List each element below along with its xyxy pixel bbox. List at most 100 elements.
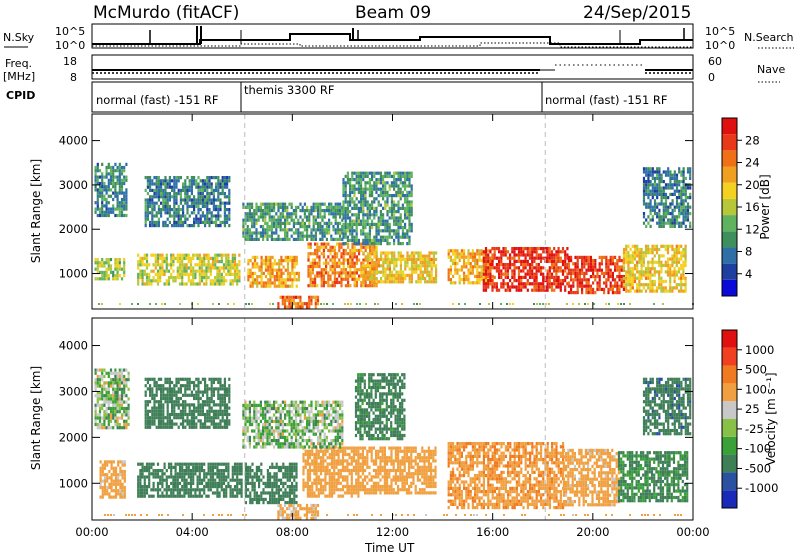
data-cell <box>410 257 413 261</box>
data-cell <box>289 255 292 259</box>
data-cell <box>94 181 97 186</box>
data-cell <box>114 194 117 198</box>
data-cell <box>233 279 237 283</box>
data-cell <box>271 271 274 275</box>
data-cell <box>259 231 262 235</box>
data-cell <box>371 171 374 175</box>
data-cell <box>226 176 229 180</box>
data-cell <box>476 262 479 266</box>
data-cell <box>406 206 409 210</box>
data-cell <box>209 472 212 476</box>
data-cell <box>520 282 523 286</box>
data-cell <box>275 284 279 288</box>
data-cell <box>231 469 234 473</box>
data-cell <box>223 201 226 205</box>
data-cell <box>148 469 151 473</box>
data-cell <box>344 200 347 204</box>
data-cell <box>419 267 422 271</box>
data-cell <box>339 234 342 238</box>
data-cell <box>94 277 97 281</box>
data-cell <box>395 219 398 223</box>
data-cell <box>236 478 239 482</box>
data-cell <box>452 274 455 278</box>
data-cell <box>397 216 400 220</box>
data-cell <box>163 462 166 466</box>
data-cell <box>255 491 258 495</box>
data-cell <box>120 172 124 176</box>
data-cell <box>517 285 521 289</box>
data-cell <box>504 288 507 292</box>
data-cell <box>161 253 164 257</box>
data-cell <box>357 238 360 242</box>
data-cell <box>559 266 562 270</box>
data-cell <box>402 257 405 261</box>
data-cell <box>175 214 178 218</box>
data-cell <box>266 225 269 229</box>
data-cell <box>677 283 681 287</box>
data-cell <box>198 266 201 270</box>
data-cell <box>157 195 160 199</box>
data-cell <box>428 277 431 281</box>
data-cell <box>379 174 382 178</box>
data-cell <box>226 185 229 189</box>
data-cell <box>664 212 668 216</box>
data-cell <box>653 273 656 277</box>
data-cell <box>194 491 197 495</box>
data-cell <box>266 469 269 473</box>
data-cell <box>118 188 121 192</box>
data-cell <box>320 274 323 278</box>
data-cell <box>248 209 251 213</box>
data-cell <box>680 221 683 225</box>
data-cell <box>336 261 339 265</box>
data-cell <box>559 285 562 289</box>
power-colorbar-swatches <box>722 118 737 296</box>
data-cell <box>476 268 479 272</box>
data-cell <box>539 282 543 286</box>
data-cell <box>177 217 180 221</box>
data-cell <box>164 204 167 208</box>
data-cell <box>282 485 285 489</box>
data-cell <box>123 463 126 467</box>
data-cell <box>366 264 369 268</box>
data-cell <box>673 267 676 271</box>
data-cell <box>406 174 409 178</box>
beam-title: Beam 09 <box>355 3 431 23</box>
data-cell <box>192 266 195 270</box>
data-cell <box>675 251 678 255</box>
data-cell <box>318 255 321 259</box>
data-cell <box>585 281 588 285</box>
data-cell <box>240 481 243 485</box>
data-cell <box>675 221 679 225</box>
data-cell <box>103 197 106 202</box>
data-cell <box>277 215 280 219</box>
data-cell <box>658 260 661 264</box>
data-cell <box>346 171 349 175</box>
data-cell <box>357 187 360 191</box>
data-cell <box>397 219 400 223</box>
data-cell <box>207 253 210 257</box>
data-cell <box>246 205 249 209</box>
data-cell <box>269 481 272 485</box>
data-cell <box>404 174 407 178</box>
data-cell <box>146 198 149 202</box>
data-cell <box>684 244 687 248</box>
data-cell <box>249 481 252 485</box>
data-cell <box>290 215 293 219</box>
data-cell <box>605 271 608 275</box>
data-cell <box>614 255 617 259</box>
data-cell <box>277 488 280 492</box>
data-cell <box>408 222 411 226</box>
data-cell <box>684 254 687 258</box>
data-cell <box>327 261 330 265</box>
data-cell <box>253 262 257 266</box>
data-cell <box>325 228 328 232</box>
data-cell <box>270 202 273 206</box>
data-cell <box>678 183 681 187</box>
data-cell <box>629 283 632 287</box>
data-cell <box>175 176 178 180</box>
data-cell <box>542 266 545 270</box>
data-cell <box>284 488 287 492</box>
data-cell <box>214 263 217 267</box>
data-cell <box>246 212 249 216</box>
data-cell <box>631 251 634 255</box>
